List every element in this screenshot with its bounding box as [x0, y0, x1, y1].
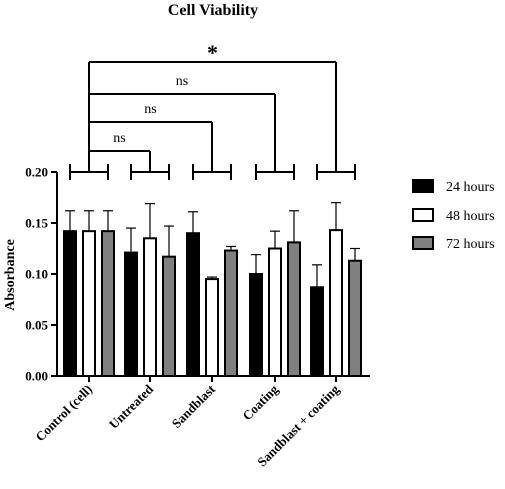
- bar: [143, 237, 157, 377]
- bar: [186, 232, 200, 377]
- bar: [224, 249, 238, 377]
- significance-label: ns: [176, 74, 188, 89]
- bar: [287, 241, 301, 377]
- y-tick-label: 0.05: [25, 318, 48, 333]
- legend-label: 24 hours: [446, 180, 495, 195]
- significance-label: ns: [113, 131, 125, 146]
- legend-swatch: [412, 179, 434, 193]
- bar: [268, 247, 282, 377]
- legend-label: 48 hours: [446, 209, 495, 224]
- x-tick-label: Untreated: [106, 381, 157, 432]
- bar: [205, 278, 219, 378]
- y-axis-label: Absorbance: [3, 239, 18, 311]
- y-tick-label: 0.10: [25, 267, 48, 282]
- significance-label: ns: [144, 102, 156, 117]
- legend-label: 72 hours: [446, 237, 495, 252]
- bar: [348, 259, 362, 377]
- bar: [310, 286, 324, 378]
- chart-title: Cell Viability: [168, 2, 258, 19]
- bar: [82, 230, 96, 377]
- legend: 24 hours 48 hours 72 hours: [412, 179, 495, 252]
- y-tick-label: 0.00: [25, 369, 48, 384]
- bar: [63, 230, 77, 377]
- x-tick-label: Control (cell): [32, 382, 95, 445]
- y-tick-label: 0.20: [25, 165, 48, 180]
- legend-swatch: [412, 236, 434, 250]
- bar: [124, 251, 138, 377]
- legend-swatch: [412, 208, 434, 222]
- x-tick-label: Sandblast: [169, 381, 219, 431]
- bar: [249, 273, 263, 377]
- x-tick-label: Coating: [239, 381, 281, 423]
- bar: [329, 229, 343, 377]
- significance-label: *: [207, 40, 218, 65]
- y-tick-label: 0.15: [25, 216, 48, 231]
- plot-area: 0.00 0.05 0.10 0.15 0.20 Control (cell) Untrea…: [25, 40, 370, 469]
- bar: [162, 255, 176, 377]
- bar: [101, 230, 115, 377]
